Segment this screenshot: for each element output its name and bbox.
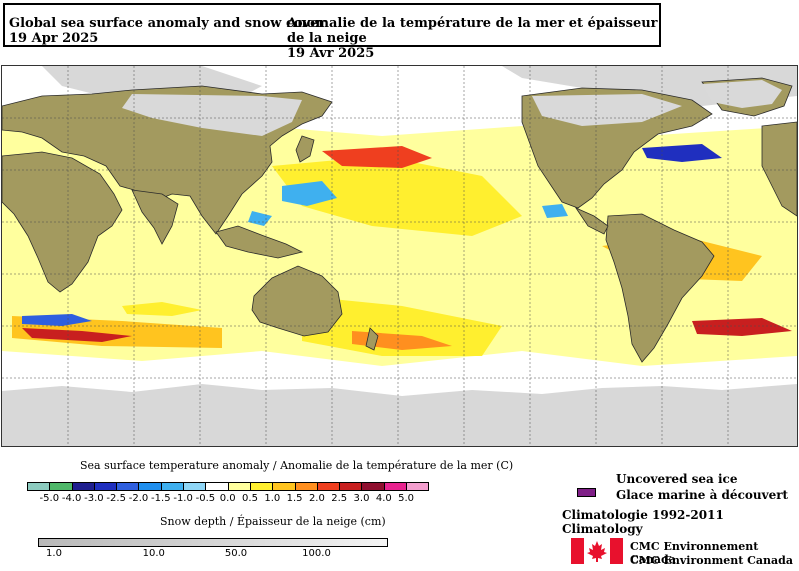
cmc-credit-line1: CMC Environnement Canada — [630, 540, 759, 566]
sst-bin-swatch — [27, 482, 51, 491]
title-french: Anomalie de la température de la mer et … — [287, 16, 659, 61]
sst-bin-swatch — [227, 482, 251, 491]
sst-bin-swatch — [249, 482, 274, 491]
snow-legend-title: Snow depth / Épaisseur de la neige (cm) — [160, 515, 386, 528]
map-canvas — [2, 66, 797, 446]
new-zealand — [365, 327, 379, 351]
world-map — [1, 65, 798, 447]
sst-bin-label: 2.5 — [331, 493, 348, 504]
title-fr-text: Anomalie de la température de la mer et … — [287, 16, 658, 46]
sst-bin-swatch — [71, 482, 95, 491]
ice-label-fr: Glace marine à découvert — [616, 488, 789, 502]
europe-east-edge — [761, 121, 797, 217]
sst-bin-label: 0.0 — [219, 493, 236, 504]
sst-bin-swatch — [49, 482, 73, 491]
australia — [251, 265, 343, 337]
sst-bin-swatch — [339, 482, 363, 491]
sst-bin-label: 4.0 — [375, 493, 392, 504]
sst-bin-swatch — [93, 482, 118, 491]
sea-ice-snow — [2, 66, 797, 446]
title-box: Global sea surface anomaly and snow cove… — [3, 3, 661, 61]
snow-cover — [122, 80, 782, 136]
sst-bin-label: -1.5 — [151, 493, 171, 504]
sst-bin-swatch — [361, 482, 385, 491]
title-en-text: Global sea surface anomaly and snow cove… — [9, 16, 326, 31]
central-america — [574, 207, 609, 235]
sst-bin-label: -1.0 — [173, 493, 193, 504]
sst-bin-swatch — [383, 482, 408, 491]
sst-bin-label: -3.0 — [84, 493, 104, 504]
japan — [295, 135, 315, 163]
sst-bin-swatch — [205, 482, 229, 491]
climatology-label: Climatologie 1992-2011 Climatology — [562, 508, 724, 536]
sst-bin-label: -5.0 — [39, 493, 60, 504]
date-fr-text: 19 Avr 2025 — [287, 46, 375, 61]
snow-depth-scale — [38, 538, 388, 547]
sst-bin-label: -4.0 — [61, 493, 82, 504]
sst-bin-swatch — [406, 482, 430, 491]
maritime-se-asia — [215, 225, 304, 259]
india — [131, 189, 179, 245]
sst-bin-swatch — [272, 482, 296, 491]
sst-bin-label: -2.5 — [106, 493, 126, 504]
sst-bin-swatch — [183, 482, 207, 491]
graticule — [2, 66, 797, 446]
cmc-credit-line2: CMC Environment Canada — [630, 554, 793, 567]
sst-bin-label: -0.5 — [195, 493, 216, 504]
title-english: Global sea surface anomaly and snow cove… — [9, 16, 325, 46]
sst-bin-swatch — [160, 482, 185, 491]
snow-tick-label: 10.0 — [142, 548, 165, 559]
sst-bin-label: 2.0 — [308, 493, 325, 504]
sst-bin-label: 1.0 — [264, 493, 281, 504]
south-america — [605, 213, 715, 363]
sst-bin-swatch — [138, 482, 162, 491]
sst-scale-labels: -5.0 -4.0 -3.0 -2.5 -2.0 -1.5 -1.0 -0.5 0.0 0.5 1.… — [27, 493, 447, 505]
sst-bin-label: 5.0 — [398, 493, 415, 504]
sea-ice-swatch — [577, 488, 596, 497]
sst-bin-label: 0.5 — [242, 493, 258, 504]
sst-legend-title: Sea surface temperature anomaly / Anomal… — [80, 459, 514, 472]
canada-flag-icon — [571, 538, 623, 564]
snow-tick-label: 100.0 — [302, 548, 331, 559]
sst-bin-label: 3.0 — [353, 493, 370, 504]
snow-scale-labels: 1.0 10.0 50.0 100.0 — [38, 548, 388, 560]
sst-bin-label: -2.0 — [128, 493, 149, 504]
sst-bin-swatch — [294, 482, 318, 491]
sst-bin-label: 1.5 — [286, 493, 303, 504]
date-en-text: 19 Apr 2025 — [9, 31, 99, 46]
snow-tick-label: 1.0 — [46, 548, 62, 559]
sst-bin-swatch — [316, 482, 341, 491]
snow-tick-label: 50.0 — [224, 548, 248, 559]
sst-color-scale — [27, 482, 430, 491]
ice-label-en: Uncovered sea ice — [616, 472, 738, 486]
sst-bin-swatch — [116, 482, 140, 491]
